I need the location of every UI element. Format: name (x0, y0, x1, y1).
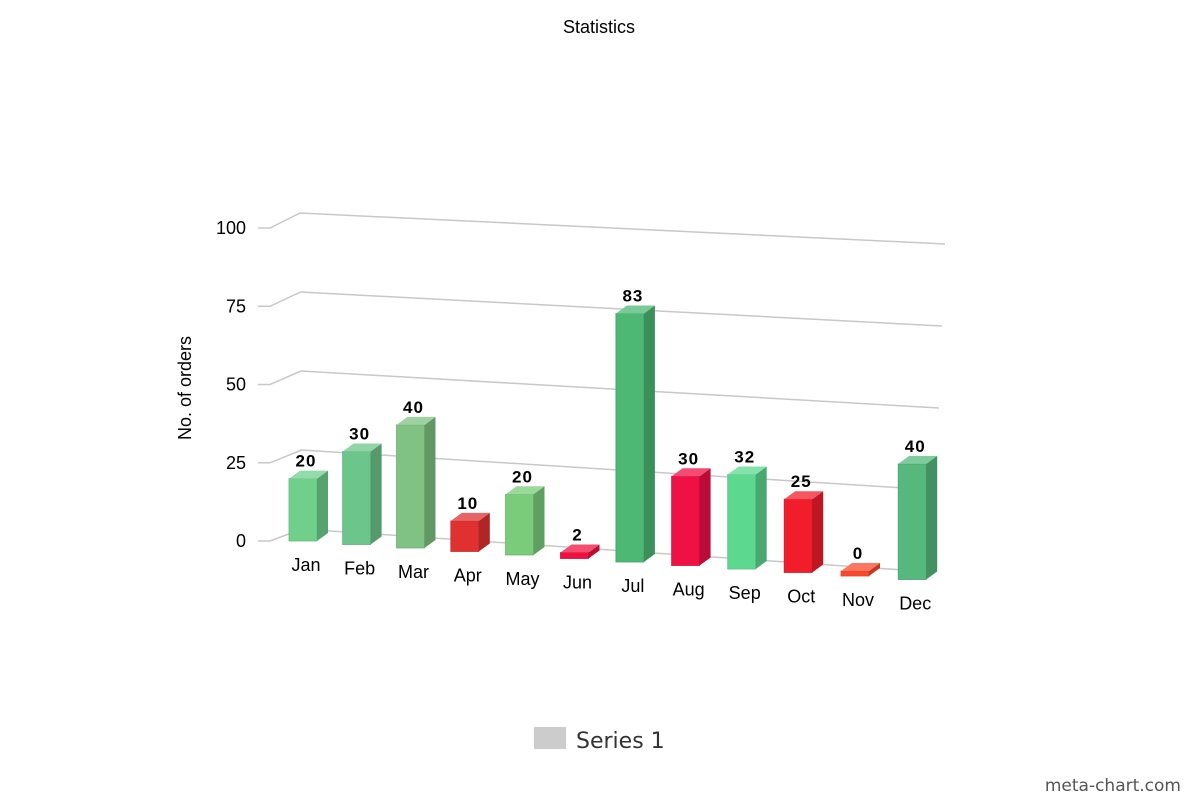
bar-sep[interactable] (727, 466, 767, 570)
bar-side-3[interactable] (478, 512, 490, 552)
bar-may[interactable] (505, 486, 545, 556)
data-label-oct: 25 (791, 472, 812, 491)
bar-oct[interactable] (783, 491, 824, 573)
data-label-jan: 20 (296, 452, 317, 471)
bar-side-11[interactable] (926, 455, 938, 580)
x-tick-label-jan: Jan (291, 555, 320, 575)
bar-front-11[interactable] (897, 463, 927, 580)
bar-top-0[interactable] (289, 470, 328, 479)
bar-jan[interactable] (288, 470, 328, 542)
bar-top-8[interactable] (727, 466, 767, 475)
x-tick-label-feb: Feb (344, 559, 375, 579)
bar-front-2[interactable] (396, 424, 425, 549)
x-tick-label-oct: Oct (787, 587, 815, 607)
x-tick-label-jun: Jun (563, 573, 592, 593)
data-label-jul: 83 (622, 287, 643, 306)
x-tick-label-nov: Nov (842, 590, 874, 610)
bar-front-0[interactable] (288, 478, 318, 542)
bar-front-10[interactable] (840, 570, 870, 577)
x-tick-label-sep: Sep (729, 583, 761, 603)
data-label-sep: 32 (734, 448, 755, 467)
chart-title: Statistics (563, 17, 635, 37)
bar-side-5[interactable] (588, 544, 600, 559)
bar-side-2[interactable] (424, 416, 436, 548)
y-axis-label: No. of orders (175, 336, 195, 440)
bar-top-9[interactable] (784, 491, 824, 500)
bar-jul[interactable] (615, 305, 655, 563)
bar-jun[interactable] (560, 544, 600, 559)
bar-front-5[interactable] (560, 552, 589, 559)
legend-swatch[interactable] (534, 727, 566, 749)
bar-mar[interactable] (396, 416, 436, 549)
x-tick-label-may: May (505, 569, 539, 589)
bar-front-9[interactable] (783, 498, 813, 573)
x-tick-label-aug: Aug (673, 580, 705, 600)
bar-front-4[interactable] (505, 493, 534, 556)
bar-side-1[interactable] (370, 443, 382, 545)
bar-top-7[interactable] (671, 468, 711, 477)
bar-dec[interactable] (897, 455, 938, 580)
y-tick-label-50: 50 (226, 375, 246, 395)
data-labels: 20 30 40 10 20 2 83 30 32 25 0 40 (296, 287, 926, 564)
x-axis-ticks: Jan Feb Mar Apr May Jun Jul Aug Sep Oct Nov Dec (291, 555, 931, 614)
bar-front-6[interactable] (615, 313, 645, 563)
data-label-may: 20 (512, 467, 533, 486)
bar-top-6[interactable] (615, 305, 655, 314)
bar-top-3[interactable] (450, 512, 490, 521)
bar-side-0[interactable] (317, 470, 328, 541)
y-tick-label-100: 100 (216, 218, 246, 238)
x-tick-label-dec: Dec (899, 594, 931, 614)
x-tick-label-mar: Mar (398, 562, 429, 582)
bar-side-10[interactable] (869, 563, 880, 576)
data-label-aug: 30 (678, 449, 699, 468)
bar-nov[interactable] (840, 563, 880, 577)
bar-front-1[interactable] (342, 451, 372, 545)
legend[interactable]: Series 1 (534, 727, 665, 754)
y-tick-label-75: 75 (226, 296, 246, 316)
bar-front-3[interactable] (450, 520, 480, 552)
bar-aug[interactable] (671, 468, 711, 566)
data-label-dec: 40 (905, 437, 926, 456)
bar-top-5[interactable] (560, 544, 600, 553)
grid-line-75 (258, 291, 943, 327)
data-label-feb: 30 (349, 425, 370, 444)
grid-line-100 (258, 212, 946, 245)
bar-apr[interactable] (450, 512, 490, 552)
x-tick-label-apr: Apr (454, 566, 482, 586)
bar-front-7[interactable] (671, 475, 700, 566)
bar-top-1[interactable] (342, 443, 382, 452)
bar-side-8[interactable] (755, 466, 767, 570)
bar-side-6[interactable] (643, 305, 655, 563)
bar-feb[interactable] (342, 443, 382, 545)
y-axis-ticks: 0 25 50 75 100 (216, 218, 246, 551)
data-label-jun: 2 (572, 526, 582, 545)
bar-top-10[interactable] (841, 563, 880, 571)
data-label-apr: 10 (457, 494, 478, 513)
y-tick-label-25: 25 (226, 453, 246, 473)
bar-side-4[interactable] (533, 486, 545, 555)
bar-top-2[interactable] (396, 416, 436, 425)
bar-top-11[interactable] (898, 455, 938, 464)
bar-front-8[interactable] (727, 474, 757, 570)
bar-side-7[interactable] (699, 468, 711, 566)
data-label-mar: 40 (403, 398, 424, 417)
data-label-nov: 0 (853, 544, 863, 563)
bars (288, 305, 938, 580)
credit-text[interactable]: meta-chart.com (1045, 776, 1181, 796)
y-tick-label-0: 0 (236, 531, 246, 551)
bar-top-4[interactable] (505, 486, 545, 495)
grid-line-50 (258, 370, 940, 409)
legend-entry[interactable]: Series 1 (576, 729, 665, 754)
bar-side-9[interactable] (812, 491, 824, 573)
x-tick-label-jul: Jul (621, 576, 644, 596)
